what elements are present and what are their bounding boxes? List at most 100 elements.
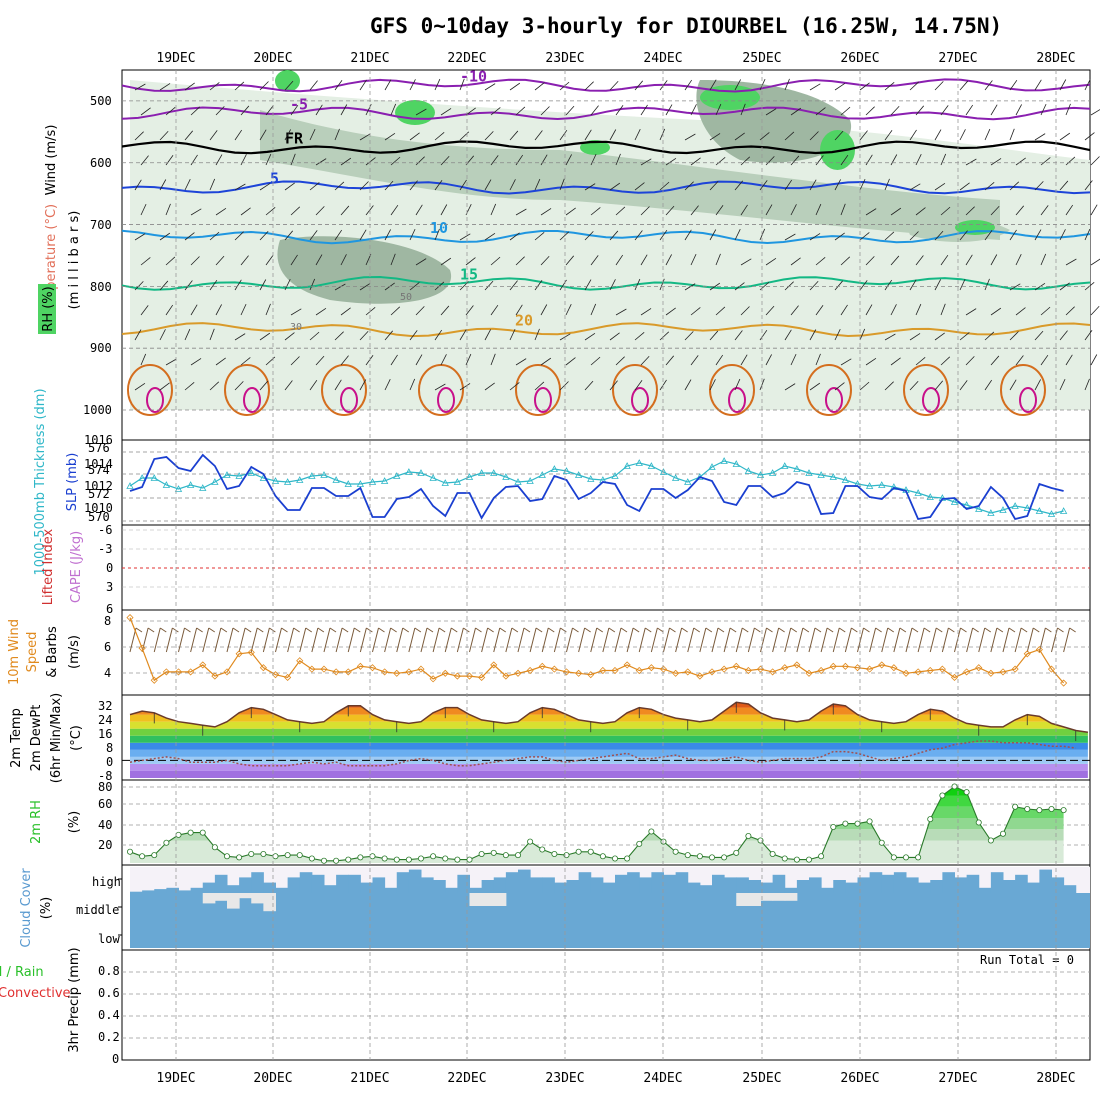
thickness-point-45 bbox=[671, 474, 680, 481]
upper-barb-292 bbox=[615, 254, 624, 266]
thickness-point-68 bbox=[950, 498, 959, 505]
wind10-barb-feather-36 bbox=[572, 627, 579, 633]
rh-green-patch-0 bbox=[275, 70, 300, 92]
wind10-barb-feather-1 bbox=[147, 627, 155, 633]
cloud-high-bar-26 bbox=[445, 887, 458, 893]
rh2m-point-61 bbox=[866, 818, 873, 825]
cloud-mid-gap-50 bbox=[736, 893, 749, 906]
wind10-barb-feather-38 bbox=[596, 627, 604, 633]
upper-barb-335 bbox=[709, 282, 721, 291]
upper-barb-122 bbox=[265, 153, 272, 166]
wind10-barb-feather-64 bbox=[911, 627, 919, 633]
upper-barb-133 bbox=[540, 154, 548, 166]
cloud-high-bar-64 bbox=[906, 877, 919, 893]
date-top-24dec: 24DEC bbox=[643, 51, 682, 66]
upper-barb-177 bbox=[659, 181, 670, 191]
thickness-point-30 bbox=[490, 469, 498, 476]
rh2m-point-33 bbox=[527, 838, 534, 845]
wind10-barb-feather-54 bbox=[790, 627, 798, 633]
cloud-high-bar-15 bbox=[311, 874, 325, 893]
wind10-barb-56 bbox=[808, 627, 816, 653]
upper-barb-25 bbox=[759, 78, 766, 91]
thickness-point-70 bbox=[975, 505, 983, 512]
upper-barb-399 bbox=[359, 330, 369, 341]
precip-ylabel-b: Convective bbox=[0, 986, 71, 1001]
upper-barb-126 bbox=[365, 157, 376, 166]
thickness-point-65 bbox=[914, 489, 922, 496]
rh2m-point-34 bbox=[539, 846, 546, 853]
upper-barb-230 bbox=[1015, 205, 1025, 216]
wind10-barb-34 bbox=[541, 627, 549, 653]
upper-barb-418 bbox=[834, 329, 841, 341]
upper-barb-270 bbox=[1034, 229, 1042, 241]
upper-barb-432 bbox=[215, 357, 226, 366]
temp-band-4 bbox=[130, 742, 1088, 750]
wind10-barb-54 bbox=[784, 627, 792, 653]
upper-barb-260 bbox=[784, 233, 796, 241]
contour-25-7 bbox=[806, 364, 852, 416]
contour-30-9 bbox=[1019, 387, 1037, 413]
upper-barb-164 bbox=[334, 181, 345, 191]
temp2m-panel: 32 24 16 8 0 -8 2m Temp 2m DewPt (6hr Mi… bbox=[9, 693, 1091, 783]
rh-label-50: 50 bbox=[400, 292, 412, 303]
upper-barb-384 bbox=[965, 308, 977, 316]
wind10-barb-70 bbox=[978, 627, 986, 653]
temp2m-ylabel-b: 2m DewPt bbox=[29, 705, 44, 772]
cloud-high-bar-73 bbox=[1015, 874, 1028, 893]
upper-barb-81 bbox=[209, 130, 218, 141]
wind10-barb-feather-12 bbox=[281, 627, 288, 633]
wind10-point-54 bbox=[781, 664, 789, 672]
thickness-point-44 bbox=[659, 468, 668, 475]
wind10-point-33 bbox=[526, 666, 534, 675]
upper-barb-295 bbox=[690, 253, 697, 266]
wind10-point-40 bbox=[611, 666, 619, 675]
upper-barb-467 bbox=[1090, 354, 1098, 366]
upper-barb-197 bbox=[190, 208, 202, 216]
upper-barb-131 bbox=[490, 155, 499, 166]
upper-barb-171 bbox=[509, 179, 516, 191]
upper-barb-315 bbox=[209, 279, 218, 291]
wind10-barb-41 bbox=[626, 627, 634, 653]
wind10-barb-feather-6 bbox=[208, 627, 216, 633]
thickness-point-9 bbox=[235, 472, 243, 479]
upper-barb-33 bbox=[959, 80, 969, 91]
thickness-point-29 bbox=[477, 469, 486, 476]
cloud-ylabel: Cloud Cover bbox=[19, 868, 34, 948]
rh2m-point-6 bbox=[199, 829, 206, 836]
cloud-high-bar-70 bbox=[978, 887, 992, 893]
cloud-high-bar-40 bbox=[615, 874, 628, 893]
upper-barb-139 bbox=[690, 157, 701, 166]
upper-barb-337 bbox=[759, 281, 770, 291]
thickness-point-23 bbox=[405, 468, 413, 475]
cloud-high-bar-14 bbox=[299, 872, 313, 893]
upper-barb-108 bbox=[884, 130, 893, 141]
cloud-high-bar-21 bbox=[384, 887, 398, 893]
cloud-high-bar-31 bbox=[505, 872, 519, 893]
wind10-barb-71 bbox=[990, 627, 998, 653]
wind10-point-53 bbox=[769, 668, 777, 676]
thickness-point-53 bbox=[768, 469, 777, 476]
upper-barb-453 bbox=[740, 354, 748, 366]
upper-barb-471 bbox=[209, 381, 220, 391]
cloud-high-bar-54 bbox=[784, 887, 798, 893]
cloud-high-bar-34 bbox=[542, 877, 555, 893]
upper-barb-301 bbox=[840, 256, 851, 266]
wind10-barb-feather-59 bbox=[851, 627, 858, 633]
cape-ylabel-li: Lifted Index bbox=[41, 528, 56, 605]
thickness-point-8 bbox=[223, 471, 231, 478]
upper-barb-104 bbox=[784, 131, 795, 141]
upper-barb-155 bbox=[1090, 156, 1100, 166]
upper-barb-49 bbox=[390, 103, 397, 116]
upper-barb-342 bbox=[884, 279, 893, 291]
upper-barb-343 bbox=[909, 279, 917, 291]
cloud-high-bar-65 bbox=[918, 882, 931, 893]
cloud-high-bar-16 bbox=[324, 885, 337, 893]
upper-barb-172 bbox=[534, 178, 541, 191]
wind10-barb-38 bbox=[590, 627, 598, 653]
date-bottom-28dec: 28DEC bbox=[1036, 1071, 1075, 1086]
cloud-high-bar-56 bbox=[809, 877, 822, 893]
upper-barb-502 bbox=[984, 379, 993, 391]
upper-barb-176 bbox=[634, 182, 645, 191]
rh2m-point-66 bbox=[927, 816, 934, 823]
upper-barb-251 bbox=[559, 231, 570, 241]
